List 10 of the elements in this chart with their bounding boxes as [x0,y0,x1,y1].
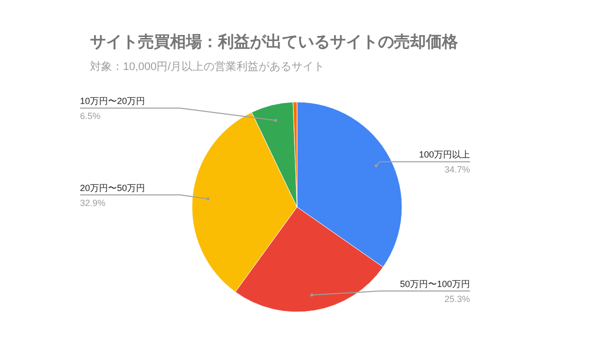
chart-title: サイト売買相場：利益が出ているサイトの売却価格 [90,33,459,51]
slice-label: 10万円〜20万円 [80,96,146,106]
data-label: 34.7% [444,164,470,175]
slice-label: 50万円〜100万円 [400,279,470,290]
data-label: 25.3% [444,294,470,304]
slice-label: 20万円〜50万円 [80,182,146,193]
slice-label: 100万円以上 [418,150,470,160]
data-label: 6.5% [80,111,101,122]
data-label: 32.9% [80,198,106,208]
chart-subtitle: 対象：10,000円/月以上の営業利益があるサイト [90,60,325,73]
